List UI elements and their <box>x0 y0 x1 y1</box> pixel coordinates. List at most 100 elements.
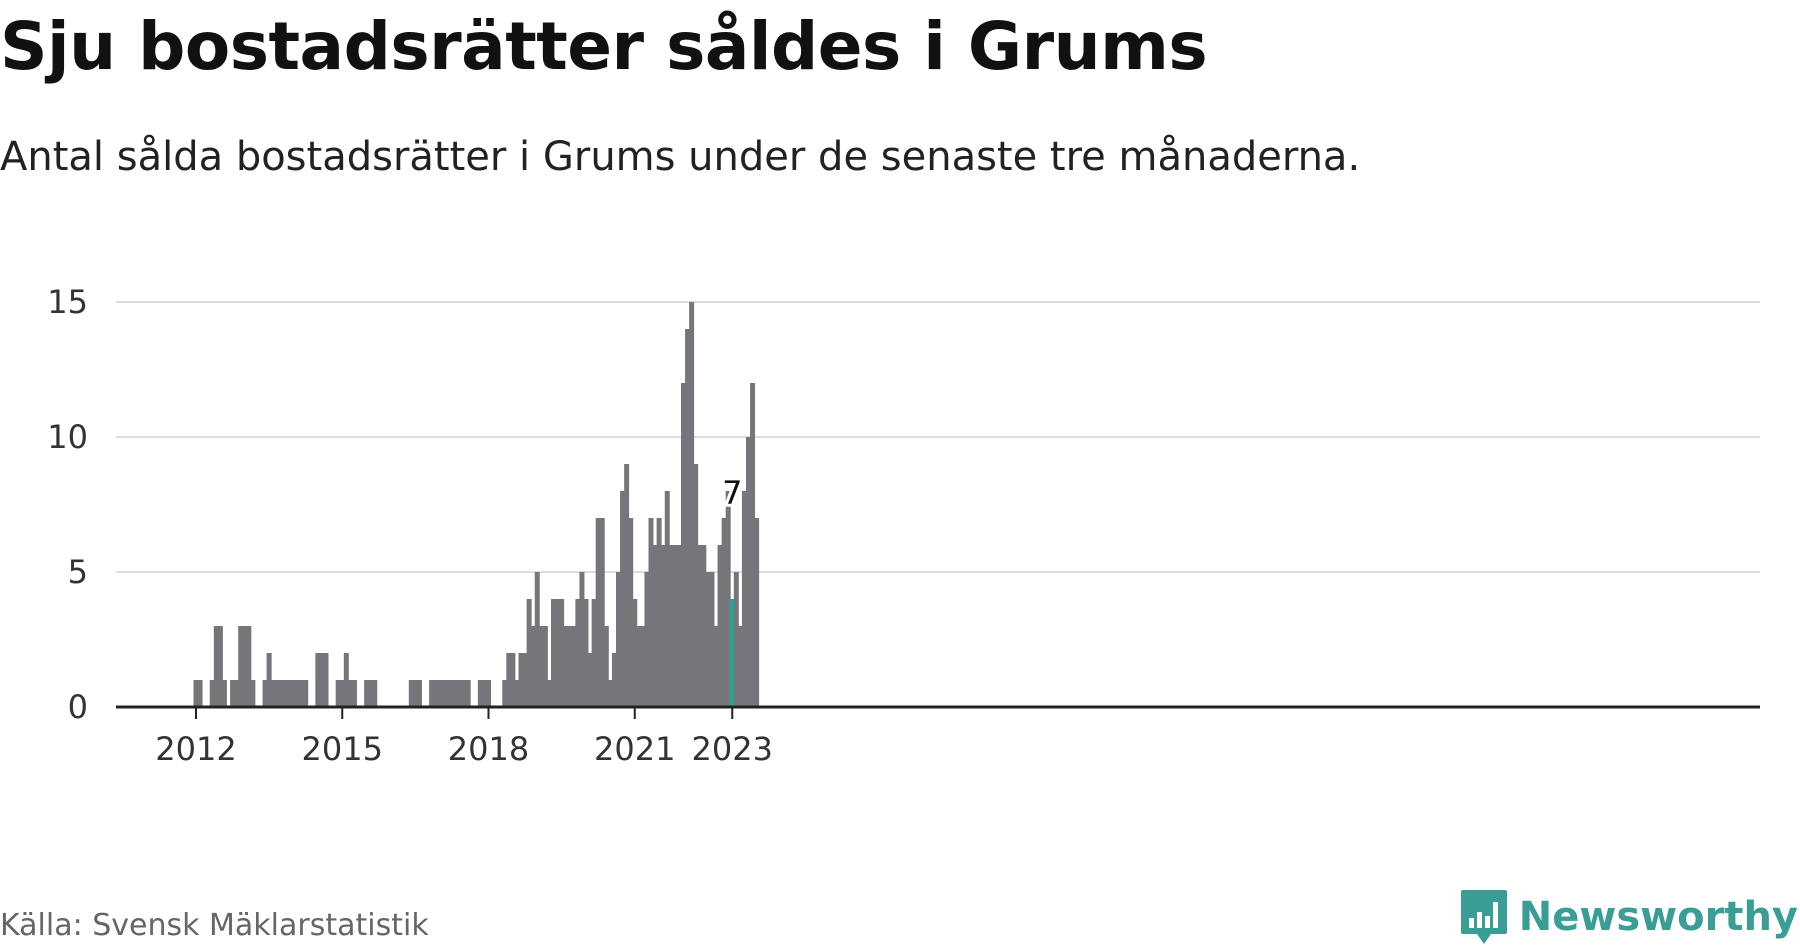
bar <box>234 680 240 707</box>
bar <box>295 680 301 707</box>
y-tick-label: 5 <box>68 553 88 591</box>
bar <box>429 680 435 707</box>
bar <box>697 545 703 707</box>
bar <box>441 680 447 707</box>
bar <box>611 653 617 707</box>
bar <box>477 680 483 707</box>
axes: 0 5 10 15 2012 2015 2018 2021 2023 7 <box>47 283 1760 768</box>
bar <box>652 545 658 707</box>
bar <box>668 545 674 707</box>
bar <box>270 680 276 707</box>
y-tick-label: 0 <box>68 688 88 726</box>
bar <box>672 545 678 707</box>
bar <box>693 464 699 707</box>
bar <box>644 572 650 707</box>
bar <box>453 680 459 707</box>
bar <box>437 680 443 707</box>
bar <box>725 491 731 707</box>
bar <box>733 572 739 707</box>
bar <box>559 599 565 707</box>
bar <box>449 680 455 707</box>
bar <box>506 653 512 707</box>
bar <box>282 680 288 707</box>
bar <box>193 680 199 707</box>
bar <box>603 626 609 707</box>
bar <box>347 680 353 707</box>
bar <box>636 626 642 707</box>
bar <box>660 545 666 707</box>
x-tick-label: 2018 <box>448 730 529 768</box>
x-tick-label: 2023 <box>692 730 773 768</box>
bar <box>242 626 248 707</box>
bar <box>518 653 524 707</box>
bar <box>465 680 471 707</box>
bar <box>579 572 585 707</box>
bar <box>445 680 451 707</box>
bar <box>591 599 597 707</box>
bar <box>315 653 321 707</box>
bar <box>343 653 349 707</box>
bar <box>461 680 467 707</box>
bar <box>368 680 374 707</box>
bar <box>457 680 463 707</box>
bar <box>705 572 711 707</box>
bar <box>750 383 756 707</box>
bar <box>741 491 747 707</box>
bar <box>664 491 670 707</box>
bar <box>221 680 227 707</box>
bar <box>514 680 520 707</box>
bar <box>534 572 540 707</box>
bar <box>640 626 646 707</box>
bar <box>197 680 203 707</box>
source-note: Källa: Svensk Mäklarstatistik <box>0 908 429 943</box>
bar <box>502 680 508 707</box>
bar <box>416 680 422 707</box>
bars <box>193 302 760 707</box>
bar <box>721 518 727 707</box>
bar <box>563 626 569 707</box>
bar <box>522 653 528 707</box>
bar <box>364 680 370 707</box>
bar <box>209 680 215 707</box>
bar <box>408 680 414 707</box>
bar <box>510 653 516 707</box>
bar <box>595 518 601 707</box>
bar <box>266 653 272 707</box>
bar <box>323 653 329 707</box>
bar <box>746 437 751 707</box>
bar <box>701 545 707 707</box>
bar <box>339 680 345 707</box>
bar <box>551 599 556 707</box>
bar <box>213 626 219 707</box>
bar <box>685 329 691 707</box>
bar <box>737 626 743 707</box>
gridlines <box>116 301 1760 573</box>
bar <box>607 680 613 707</box>
bar <box>274 680 280 707</box>
bar <box>599 518 605 707</box>
bar <box>538 626 544 707</box>
bar <box>246 626 252 707</box>
bar <box>217 626 223 707</box>
bar <box>526 599 532 707</box>
brand-name: Newsworthy <box>1518 894 1798 940</box>
x-tick-label: 2021 <box>594 730 675 768</box>
bar <box>262 680 268 707</box>
bar <box>481 680 487 707</box>
x-tick-label: 2015 <box>302 730 383 768</box>
bar <box>624 464 630 707</box>
bar <box>583 599 589 707</box>
bar <box>713 626 719 707</box>
bar <box>709 572 715 707</box>
bar <box>278 680 284 707</box>
bar <box>286 680 292 707</box>
bar <box>648 518 654 707</box>
chart-title: Sju bostadsrätter såldes i Grums <box>0 8 1208 85</box>
bar <box>616 572 621 707</box>
bar <box>299 680 305 707</box>
bar-highlight <box>729 599 735 707</box>
bar <box>571 626 577 707</box>
bar <box>372 680 378 707</box>
brand-logo[interactable]: Newsworthy <box>1459 888 1798 946</box>
bar <box>681 383 686 707</box>
